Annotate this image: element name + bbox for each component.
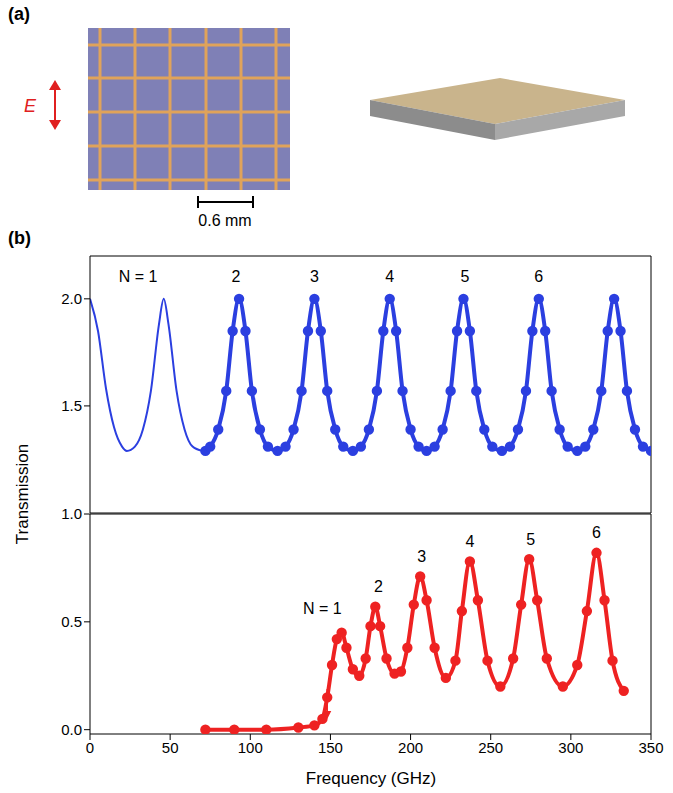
- svg-text:4: 4: [385, 268, 394, 285]
- svg-text:(b): (b): [8, 228, 31, 248]
- svg-text:5: 5: [461, 268, 470, 285]
- svg-text:3: 3: [417, 548, 426, 565]
- svg-text:0: 0: [86, 739, 94, 756]
- svg-text:N = 1: N = 1: [119, 268, 158, 285]
- svg-text:0.0: 0.0: [61, 721, 82, 738]
- svg-text:2: 2: [374, 578, 383, 595]
- svg-text:300: 300: [558, 739, 583, 756]
- svg-text:50: 50: [162, 739, 179, 756]
- svg-text:200: 200: [398, 739, 423, 756]
- svg-text:0.6 mm: 0.6 mm: [198, 212, 251, 229]
- svg-text:1.5: 1.5: [61, 397, 82, 414]
- svg-text:(a): (a): [8, 4, 30, 24]
- svg-text:150: 150: [318, 739, 343, 756]
- svg-text:3: 3: [310, 268, 319, 285]
- svg-text:100: 100: [238, 739, 263, 756]
- svg-text:4: 4: [465, 533, 474, 550]
- svg-text:1.0: 1.0: [61, 505, 82, 522]
- svg-text:E: E: [24, 96, 37, 116]
- svg-text:Frequency (GHz): Frequency (GHz): [306, 769, 436, 788]
- svg-text:2: 2: [231, 268, 240, 285]
- svg-text:5: 5: [526, 531, 535, 548]
- svg-text:Transmission: Transmission: [13, 444, 32, 544]
- svg-text:6: 6: [592, 524, 601, 541]
- svg-text:2.0: 2.0: [61, 290, 82, 307]
- svg-text:0.5: 0.5: [61, 613, 82, 630]
- svg-text:N = 1: N = 1: [303, 600, 342, 617]
- svg-text:250: 250: [478, 739, 503, 756]
- svg-text:350: 350: [638, 739, 663, 756]
- svg-text:6: 6: [534, 268, 543, 285]
